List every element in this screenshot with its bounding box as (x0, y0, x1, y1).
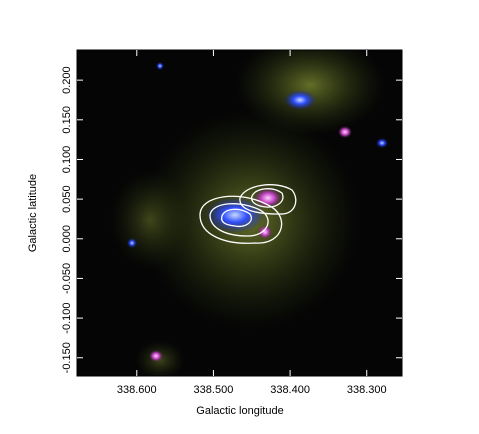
x-tick-label: 338.600 (117, 384, 157, 396)
y-tick-label: -0.150 (61, 342, 73, 373)
x-tick-label: 338.300 (347, 384, 387, 396)
y-axis-label: Galactic latitude (27, 174, 39, 252)
y-tick-label: 0.000 (61, 225, 73, 253)
y-tick-label: 0.050 (61, 185, 73, 213)
x-tick-label: 338.400 (270, 384, 310, 396)
y-tick-label: 0.150 (61, 106, 73, 134)
y-tick-label: 0.200 (61, 66, 73, 94)
x-tick-label: 338.500 (194, 384, 234, 396)
y-tick-label: 0.100 (61, 146, 73, 174)
y-tick-label: -0.050 (61, 263, 73, 294)
x-axis-label: Galactic longitude (196, 405, 283, 417)
plot-frame (76, 49, 403, 377)
y-tick-label: -0.100 (61, 302, 73, 333)
sky-image (77, 50, 402, 376)
